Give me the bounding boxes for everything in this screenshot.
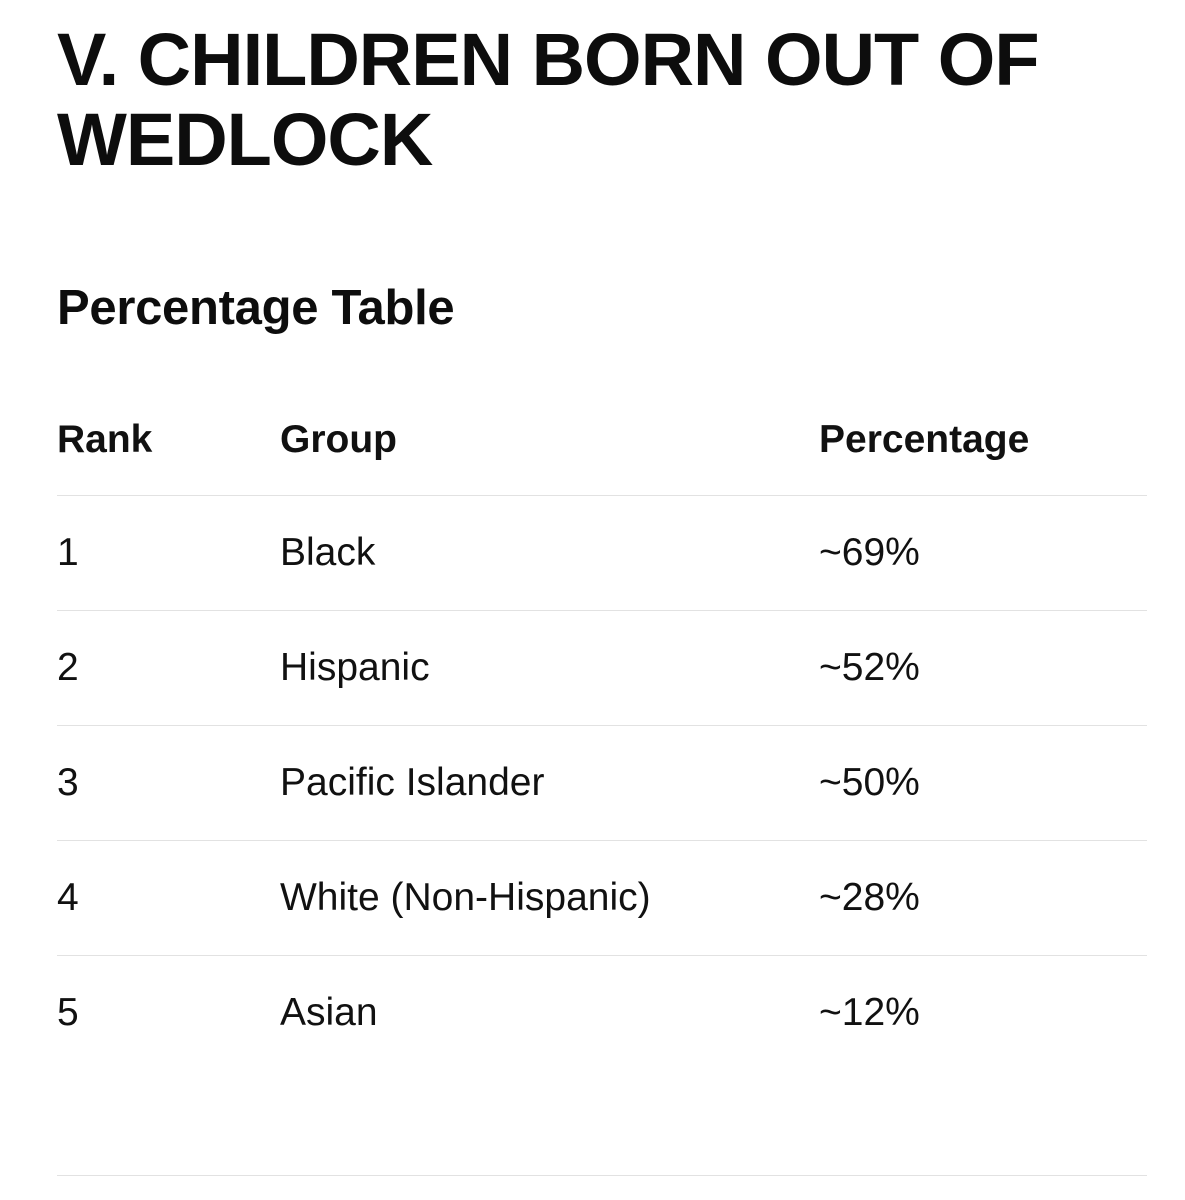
group-cell: Pacific Islander <box>280 761 545 804</box>
percentage-table: Rank Group Percentage 1 Black ~69% 2 His… <box>57 381 1147 1071</box>
section-heading: Percentage Table <box>57 281 455 335</box>
rank-cell: 1 <box>57 531 79 574</box>
rank-cell: 2 <box>57 646 79 689</box>
percentage-cell: ~12% <box>819 991 920 1034</box>
table-row: 2 Hispanic ~52% <box>57 611 1147 726</box>
rank-cell: 5 <box>57 991 79 1034</box>
table-row: 3 Pacific Islander ~50% <box>57 726 1147 841</box>
group-cell: Black <box>280 531 376 574</box>
page-title: V. CHILDREN BORN OUT OF WEDLOCK <box>57 18 1040 181</box>
table-row: 5 Asian ~12% <box>57 956 1147 1071</box>
percentage-cell: ~28% <box>819 876 920 919</box>
percentage-cell: ~52% <box>819 646 920 689</box>
group-cell: Hispanic <box>280 646 430 689</box>
table-row: 4 White (Non-Hispanic) ~28% <box>57 841 1147 956</box>
column-header-percentage: Percentage <box>819 418 1030 461</box>
table-row: 1 Black ~69% <box>57 496 1147 611</box>
column-header-rank: Rank <box>57 418 153 461</box>
column-header-group: Group <box>280 418 397 461</box>
table-header-row: Rank Group Percentage <box>57 381 1147 496</box>
rank-cell: 3 <box>57 761 79 804</box>
section-divider <box>57 1175 1147 1176</box>
group-cell: Asian <box>280 991 378 1034</box>
percentage-cell: ~50% <box>819 761 920 804</box>
percentage-cell: ~69% <box>819 531 920 574</box>
rank-cell: 4 <box>57 876 79 919</box>
group-cell: White (Non-Hispanic) <box>280 876 651 919</box>
